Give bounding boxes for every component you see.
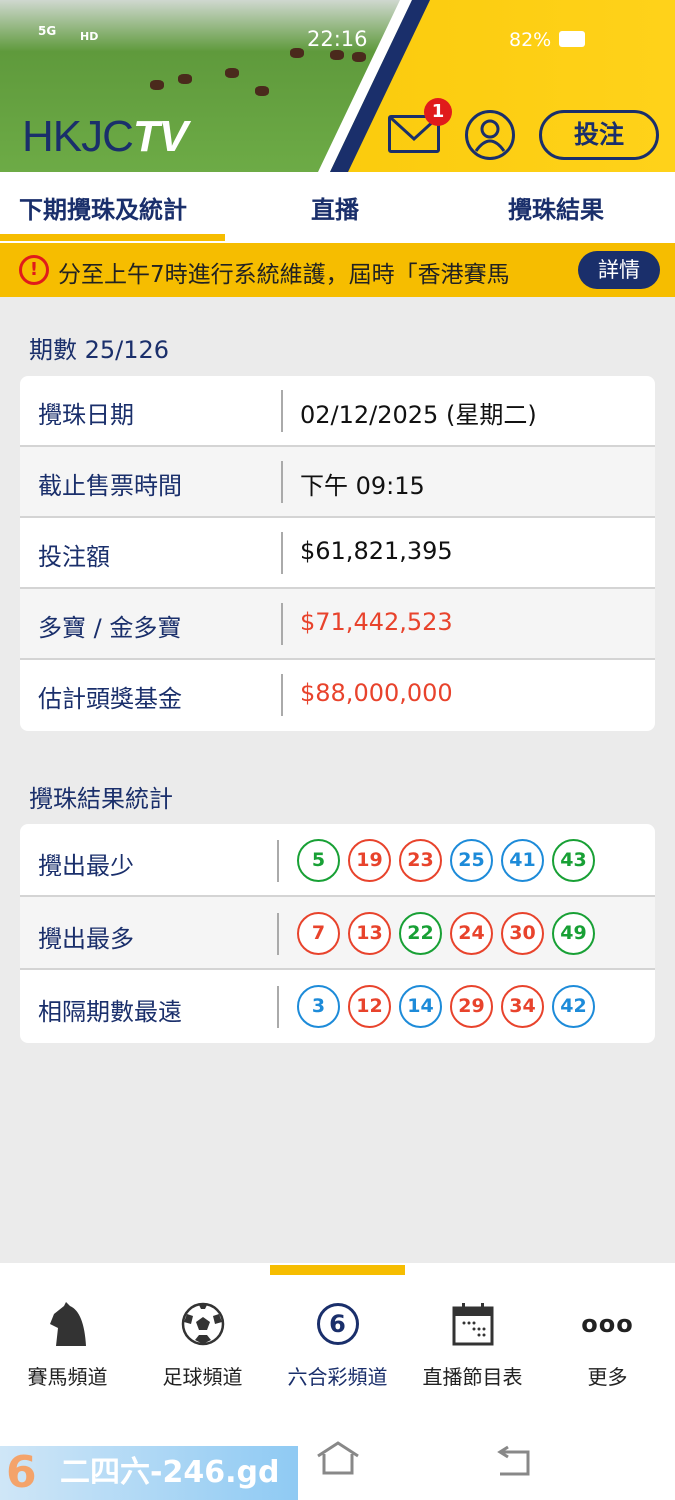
- stats-label: 相隔期數最遠: [38, 998, 182, 1026]
- warning-icon: !: [19, 255, 49, 285]
- info-label: 投注額: [38, 543, 110, 571]
- active-nav-indicator: [270, 1265, 405, 1275]
- info-row: 投注額 $61,821,395: [20, 518, 655, 589]
- race-photo: [0, 0, 420, 172]
- draw-info-card: 攪珠日期 02/12/2025 (星期二) 截止售票時間 下午 09:15 投注額 $61…: [20, 376, 655, 731]
- number-ball: 12: [348, 985, 391, 1028]
- divider: [281, 603, 283, 645]
- info-row: 多寶 / 金多寶 $71,442,523: [20, 589, 655, 660]
- tab-next-draw[interactable]: 下期攪珠及統計: [19, 196, 187, 224]
- number-ball: 49: [552, 912, 595, 955]
- number-ball: 43: [552, 839, 595, 882]
- mark-six-icon: 6: [316, 1303, 359, 1345]
- system-nav-bar: 6 二四六-246.gd: [0, 1420, 675, 1500]
- ball-list: 3 12 14 29 34 42: [297, 985, 595, 1028]
- info-label: 估計頭獎基金: [38, 685, 182, 713]
- stats-row: 攪出最多 7 13 22 24 30 49: [20, 897, 655, 970]
- back-icon[interactable]: [496, 1444, 532, 1478]
- calendar-icon: [405, 1301, 540, 1347]
- divider: [281, 461, 283, 503]
- divider: [281, 674, 283, 716]
- nav-schedule[interactable]: 直播節目表: [405, 1301, 540, 1390]
- battery-icon: [559, 31, 585, 47]
- mail-badge: 1: [424, 98, 452, 126]
- number-ball: 24: [450, 912, 493, 955]
- info-row: 估計頭獎基金 $88,000,000: [20, 660, 655, 731]
- account-icon[interactable]: [465, 110, 515, 160]
- divider: [281, 532, 283, 574]
- divider: [277, 913, 279, 955]
- soccer-ball-icon: [135, 1301, 270, 1347]
- number-ball: 29: [450, 985, 493, 1028]
- number-ball: 42: [552, 985, 595, 1028]
- notice-banner: ! 分至上午7時進行系統維護，屆時「香港賽馬 詳情: [0, 243, 675, 297]
- ball-list: 5 19 23 25 41 43: [297, 839, 595, 882]
- number-ball: 34: [501, 985, 544, 1028]
- bottom-nav: 賽馬頻道 足球頻道 6 六合彩頻道 直播節目表 ooo 更多: [0, 1263, 675, 1420]
- ball-list: 7 13 22 24 30 49: [297, 912, 595, 955]
- info-value: 下午 09:15: [300, 472, 425, 500]
- info-value: $88,000,000: [300, 679, 453, 707]
- info-label: 攪珠日期: [38, 401, 134, 429]
- stats-row: 攪出最少 5 19 23 25 41 43: [20, 824, 655, 897]
- more-icon: ooo: [581, 1310, 634, 1338]
- number-ball: 5: [297, 839, 340, 882]
- bet-button[interactable]: 投注: [539, 110, 659, 160]
- info-row: 截止售票時間 下午 09:15: [20, 447, 655, 518]
- active-tab-indicator: [0, 234, 225, 241]
- info-label: 多寶 / 金多寶: [38, 614, 182, 642]
- mail-icon[interactable]: [388, 115, 440, 153]
- number-ball: 30: [501, 912, 544, 955]
- info-row: 攪珠日期 02/12/2025 (星期二): [20, 376, 655, 447]
- stats-title: 攪珠結果統計: [29, 785, 173, 813]
- number-ball: 19: [348, 839, 391, 882]
- nav-horse-racing[interactable]: 賽馬頻道: [0, 1301, 135, 1390]
- home-icon[interactable]: [315, 1440, 361, 1476]
- clock: 22:16: [307, 27, 368, 51]
- info-label: 截止售票時間: [38, 472, 182, 500]
- draw-number-title: 期數 25/126: [29, 336, 170, 364]
- network-indicator: 5G: [38, 24, 57, 38]
- divider: [277, 840, 279, 882]
- number-ball: 25: [450, 839, 493, 882]
- nav-mark-six[interactable]: 6 六合彩頻道: [270, 1301, 405, 1390]
- stats-label: 攪出最多: [38, 925, 134, 953]
- tab-results[interactable]: 攪珠結果: [508, 196, 604, 224]
- stats-label: 攪出最少: [38, 852, 134, 880]
- app-header: 5G HD 22:16 82% HKJCTV 1 投注: [0, 0, 675, 172]
- horse-icon: [0, 1301, 135, 1347]
- nav-football[interactable]: 足球頻道: [135, 1301, 270, 1390]
- info-value: $61,821,395: [300, 537, 453, 565]
- tab-bar: 下期攪珠及統計 直播 攪珠結果: [0, 172, 675, 243]
- notice-text: 分至上午7時進行系統維護，屆時「香港賽馬: [58, 262, 510, 288]
- number-ball: 13: [348, 912, 391, 955]
- nav-more[interactable]: ooo 更多: [581, 1310, 634, 1389]
- stats-row: 相隔期數最遠 3 12 14 29 34 42: [20, 970, 655, 1043]
- divider: [281, 390, 283, 432]
- battery-percent: 82%: [509, 29, 552, 51]
- stats-card: 攪出最少 5 19 23 25 41 43 攪出最多 7 13 22 24 30 49 相隔期數最遠 3 12 1…: [20, 824, 655, 1043]
- number-ball: 22: [399, 912, 442, 955]
- number-ball: 7: [297, 912, 340, 955]
- detail-button[interactable]: 詳情: [578, 251, 660, 289]
- tab-live[interactable]: 直播: [311, 196, 359, 224]
- watermark: 6 二四六-246.gd: [0, 1446, 298, 1500]
- hkjc-tv-logo: HKJCTV: [22, 112, 188, 161]
- number-ball: 3: [297, 985, 340, 1028]
- number-ball: 14: [399, 985, 442, 1028]
- info-value: 02/12/2025 (星期二): [300, 401, 537, 429]
- hd-indicator: HD: [80, 30, 99, 43]
- number-ball: 41: [501, 839, 544, 882]
- number-ball: 23: [399, 839, 442, 882]
- divider: [277, 986, 279, 1028]
- info-value: $71,442,523: [300, 608, 453, 636]
